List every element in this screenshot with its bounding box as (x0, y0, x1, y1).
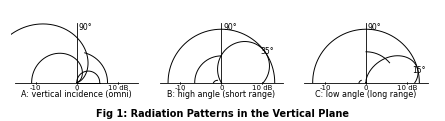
Text: 15°: 15° (413, 66, 426, 75)
Text: -10: -10 (174, 85, 186, 91)
Text: 10 dB: 10 dB (397, 85, 417, 91)
Text: C: low angle (long range): C: low angle (long range) (316, 90, 417, 99)
Text: 90°: 90° (78, 23, 92, 32)
Text: 10 dB: 10 dB (252, 85, 273, 91)
Text: 90°: 90° (368, 23, 381, 32)
Text: 0: 0 (219, 85, 224, 91)
Text: -10: -10 (319, 85, 331, 91)
Text: 10 dB: 10 dB (108, 85, 128, 91)
Text: 0: 0 (364, 85, 368, 91)
Text: Fig 1: Radiation Patterns in the Vertical Plane: Fig 1: Radiation Patterns in the Vertica… (96, 109, 349, 119)
Text: 35°: 35° (260, 47, 274, 56)
Text: A: vertical incidence (omni): A: vertical incidence (omni) (21, 90, 132, 99)
Text: 0: 0 (74, 85, 79, 91)
Text: B: high angle (short range): B: high angle (short range) (167, 90, 275, 99)
Text: -10: -10 (30, 85, 41, 91)
Text: 90°: 90° (223, 23, 237, 32)
